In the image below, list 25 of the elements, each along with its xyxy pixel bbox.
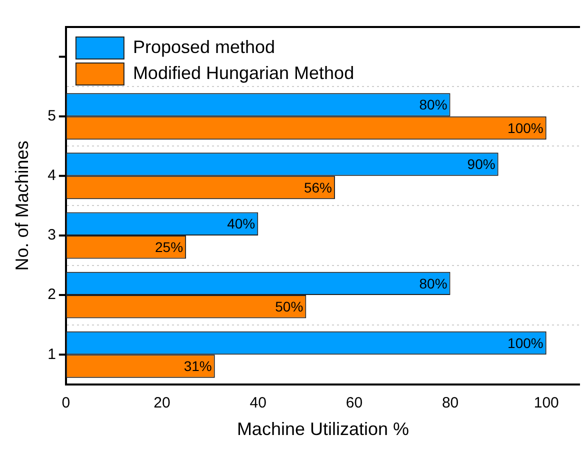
y-axis-title: No. of Machines (12, 140, 32, 271)
x-tick-label: 40 (250, 394, 266, 412)
data-label: 100% (508, 334, 544, 351)
y-tick-label: 2 (48, 286, 56, 304)
y-tick-label: 5 (48, 107, 56, 124)
y-tick-label: 3 (48, 226, 56, 244)
x-tick-label: 100 (534, 394, 559, 412)
x-axis-title: Machine Utilization % (236, 419, 410, 440)
legend-label: Modified Hungarian Method (132, 62, 354, 83)
x-tick-label: 0 (62, 394, 70, 412)
data-label: 56% (304, 179, 332, 196)
data-label: 90% (467, 156, 496, 172)
data-label: 31% (184, 358, 212, 374)
data-label: 100% (508, 120, 544, 136)
legend-label: Proposed method (132, 36, 276, 57)
y-tick-label: 1 (48, 346, 56, 363)
data-label: 25% (155, 238, 184, 255)
data-label: 40% (227, 216, 256, 232)
data-label: 80% (419, 96, 448, 113)
data-label: 80% (419, 275, 448, 292)
data-label: 50% (275, 298, 304, 315)
x-tick-label: 80 (442, 394, 459, 412)
x-tick-label: 60 (346, 394, 363, 412)
y-tick-label: 4 (48, 167, 56, 184)
x-tick-label: 20 (154, 394, 170, 412)
